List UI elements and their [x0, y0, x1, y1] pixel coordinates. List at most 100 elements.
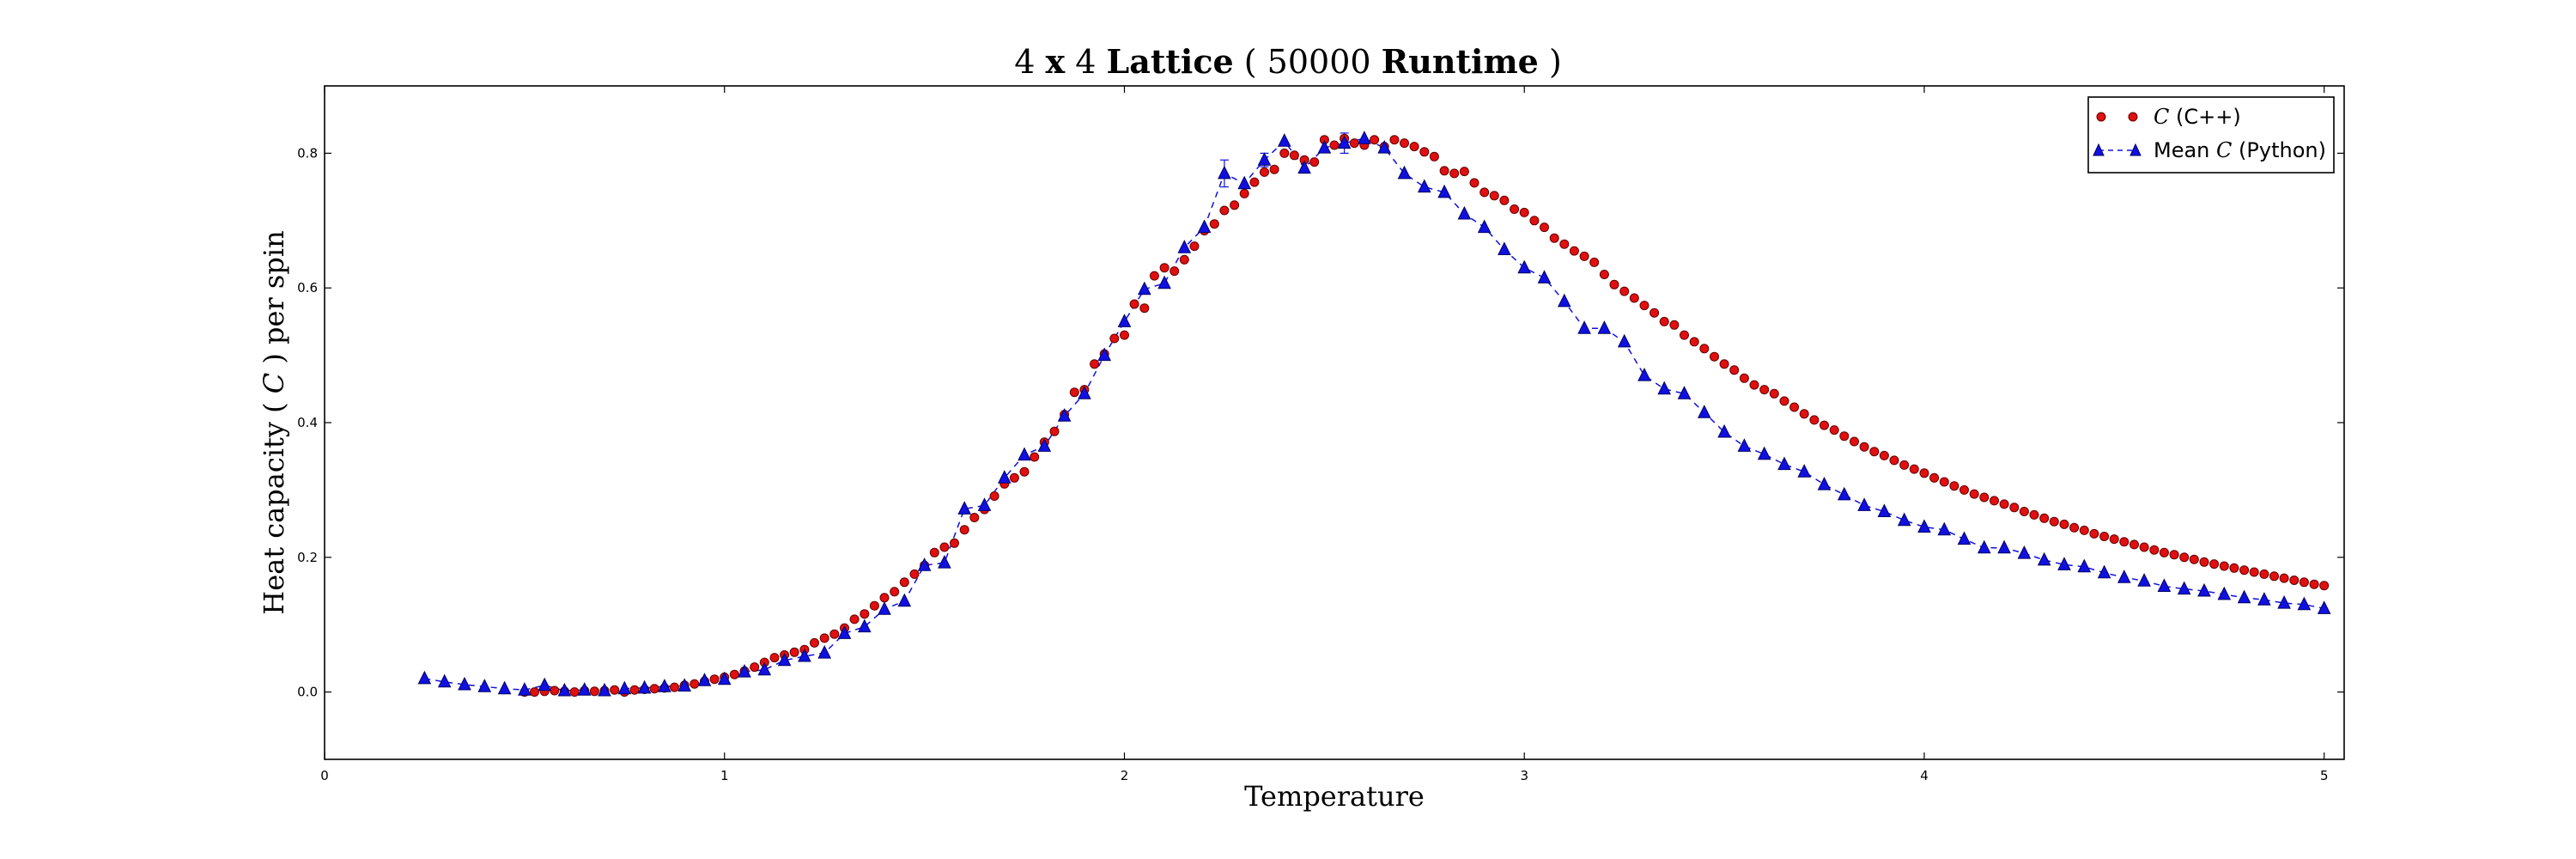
- x-tick-label: 1: [720, 768, 729, 783]
- python-point: [1777, 456, 1791, 471]
- cpp-point: [1889, 455, 1899, 466]
- cpp-point: [1170, 266, 1180, 277]
- legend-cpp-label: C (C++): [2154, 105, 2241, 129]
- series-python: [417, 131, 2331, 697]
- python-point: [1117, 314, 1132, 327]
- cpp-point: [1609, 279, 1619, 289]
- x-axis-label: Temperature: [1244, 780, 1425, 813]
- y-axis-label: Heat capacity ( C ) per spin: [258, 230, 290, 614]
- cpp-point: [879, 593, 890, 603]
- cpp-point: [1569, 246, 1579, 256]
- cpp-point: [1349, 138, 1359, 149]
- python-point: [497, 680, 512, 695]
- cpp-point: [1419, 147, 1430, 157]
- cpp-point: [1329, 140, 1340, 150]
- cpp-point: [1549, 233, 1559, 243]
- cpp-point: [1789, 402, 1800, 412]
- x-tick-label: 5: [2320, 768, 2329, 783]
- cpp-point: [1370, 135, 1380, 145]
- python-point: [2157, 578, 2172, 592]
- cpp-point: [550, 685, 560, 696]
- cpp-point: [819, 633, 829, 643]
- cpp-point: [2199, 557, 2209, 567]
- cpp-point: [1869, 447, 1880, 457]
- cpp-point: [729, 669, 739, 679]
- python-point: [817, 644, 832, 659]
- cpp-point: [2229, 563, 2239, 573]
- python-point: [1697, 405, 1711, 418]
- cpp-point: [1710, 351, 1719, 362]
- cpp-point: [1949, 481, 1959, 491]
- python-point: [1337, 135, 1352, 149]
- plot-area-frame: [324, 85, 2345, 760]
- cpp-point: [1719, 359, 1729, 369]
- cpp-point: [769, 653, 780, 663]
- chart-title: 4 x 4 Lattice ( 50000 Runtime ): [1014, 42, 1562, 81]
- cpp-point: [1829, 425, 1839, 436]
- python-point: [2297, 596, 2312, 611]
- cpp-point: [2029, 509, 2039, 520]
- cpp-point: [1260, 167, 1269, 177]
- cpp-point: [989, 491, 999, 501]
- python-point: [2257, 592, 2271, 606]
- cpp-point: [1680, 330, 1689, 340]
- cpp-point: [1009, 472, 1019, 483]
- legend-python-marker-left: [2093, 143, 2105, 156]
- python-point: [637, 679, 652, 694]
- cpp-point: [2019, 507, 2029, 516]
- cpp-point: [1510, 204, 1520, 214]
- cpp-point: [1669, 320, 1680, 330]
- python-point: [1937, 521, 1952, 536]
- cpp-point: [2099, 532, 2110, 541]
- cpp-point: [1689, 337, 1699, 347]
- python-point: [917, 557, 932, 571]
- cpp-point: [2049, 516, 2059, 527]
- cpp-point: [959, 525, 969, 535]
- series-python-line: [424, 137, 2324, 691]
- python-point: [2017, 545, 2032, 559]
- python-point: [1218, 165, 1231, 180]
- cpp-point: [2089, 528, 2099, 539]
- cpp-point: [1639, 301, 1649, 311]
- cpp-point: [1149, 271, 1159, 281]
- cpp-point: [649, 684, 659, 694]
- python-point: [1317, 139, 1332, 154]
- cpp-point: [2139, 542, 2149, 552]
- python-point: [2117, 570, 2131, 583]
- cpp-point: [1439, 166, 1449, 176]
- cpp-point: [1959, 484, 1969, 495]
- cpp-point: [2179, 552, 2190, 563]
- cpp-point: [899, 577, 909, 588]
- python-point: [1657, 381, 1672, 395]
- cpp-point: [1739, 373, 1749, 383]
- cpp-point: [1459, 167, 1469, 177]
- python-point: [1358, 131, 1371, 144]
- legend-python-label: Mean C (Python): [2154, 138, 2326, 162]
- cpp-point: [1479, 187, 1490, 198]
- python-point: [757, 661, 772, 676]
- python-point: [1557, 293, 1571, 308]
- python-point: [1817, 476, 1832, 490]
- python-point: [1617, 333, 1631, 348]
- python-point: [1637, 367, 1651, 381]
- python-point: [2217, 586, 2232, 600]
- cpp-point: [929, 547, 939, 557]
- cpp-point: [2189, 554, 2199, 564]
- python-point: [1797, 464, 1812, 478]
- axis-ticks: [324, 86, 2344, 759]
- python-point: [2037, 551, 2051, 566]
- python-point: [2097, 564, 2111, 579]
- cpp-point: [1409, 142, 1419, 152]
- cpp-point: [690, 679, 700, 689]
- cpp-point: [1540, 222, 1549, 233]
- python-point: [697, 673, 712, 686]
- legend-box: [2087, 96, 2335, 174]
- cpp-point: [2319, 581, 2330, 591]
- cpp-point: [1619, 286, 1630, 296]
- cpp-point: [2249, 567, 2259, 577]
- cpp-point: [1019, 466, 1030, 477]
- cpp-point: [1049, 426, 1060, 436]
- python-point: [878, 601, 891, 615]
- cpp-point: [2289, 576, 2300, 585]
- cpp-point: [1309, 157, 1320, 168]
